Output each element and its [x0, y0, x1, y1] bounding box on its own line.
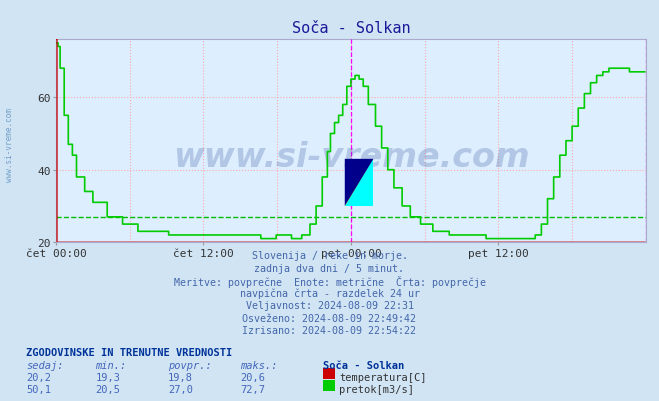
Text: pretok[m3/s]: pretok[m3/s]: [339, 384, 415, 394]
Text: 20,6: 20,6: [241, 372, 266, 382]
Text: maks.:: maks.:: [241, 360, 278, 370]
Text: temperatura[C]: temperatura[C]: [339, 372, 427, 382]
Text: 72,7: 72,7: [241, 384, 266, 394]
Text: 50,1: 50,1: [26, 384, 51, 394]
Title: Soča - Solkan: Soča - Solkan: [291, 21, 411, 36]
Text: www.si-vreme.com: www.si-vreme.com: [5, 107, 14, 181]
Text: 20,2: 20,2: [26, 372, 51, 382]
Text: navpična črta - razdelek 24 ur: navpična črta - razdelek 24 ur: [239, 288, 420, 298]
Text: Slovenija / reke in morje.: Slovenija / reke in morje.: [252, 251, 407, 261]
Text: www.si-vreme.com: www.si-vreme.com: [173, 141, 529, 174]
Text: Osveženo: 2024-08-09 22:49:42: Osveženo: 2024-08-09 22:49:42: [243, 313, 416, 323]
Text: Meritve: povprečne  Enote: metrične  Črta: povprečje: Meritve: povprečne Enote: metrične Črta:…: [173, 275, 486, 288]
Text: Izrisano: 2024-08-09 22:54:22: Izrisano: 2024-08-09 22:54:22: [243, 325, 416, 335]
Text: 20,5: 20,5: [96, 384, 121, 394]
Text: Soča - Solkan: Soča - Solkan: [323, 360, 404, 370]
Text: 19,8: 19,8: [168, 372, 193, 382]
Text: sedaj:: sedaj:: [26, 360, 64, 370]
Polygon shape: [345, 160, 374, 207]
Text: Veljavnost: 2024-08-09 22:31: Veljavnost: 2024-08-09 22:31: [246, 300, 413, 310]
Bar: [345, 160, 374, 207]
Text: zadnja dva dni / 5 minut.: zadnja dva dni / 5 minut.: [254, 263, 405, 273]
Text: ZGODOVINSKE IN TRENUTNE VREDNOSTI: ZGODOVINSKE IN TRENUTNE VREDNOSTI: [26, 347, 233, 357]
Text: min.:: min.:: [96, 360, 127, 370]
Text: povpr.:: povpr.:: [168, 360, 212, 370]
Polygon shape: [345, 160, 374, 207]
Text: 27,0: 27,0: [168, 384, 193, 394]
Text: 19,3: 19,3: [96, 372, 121, 382]
